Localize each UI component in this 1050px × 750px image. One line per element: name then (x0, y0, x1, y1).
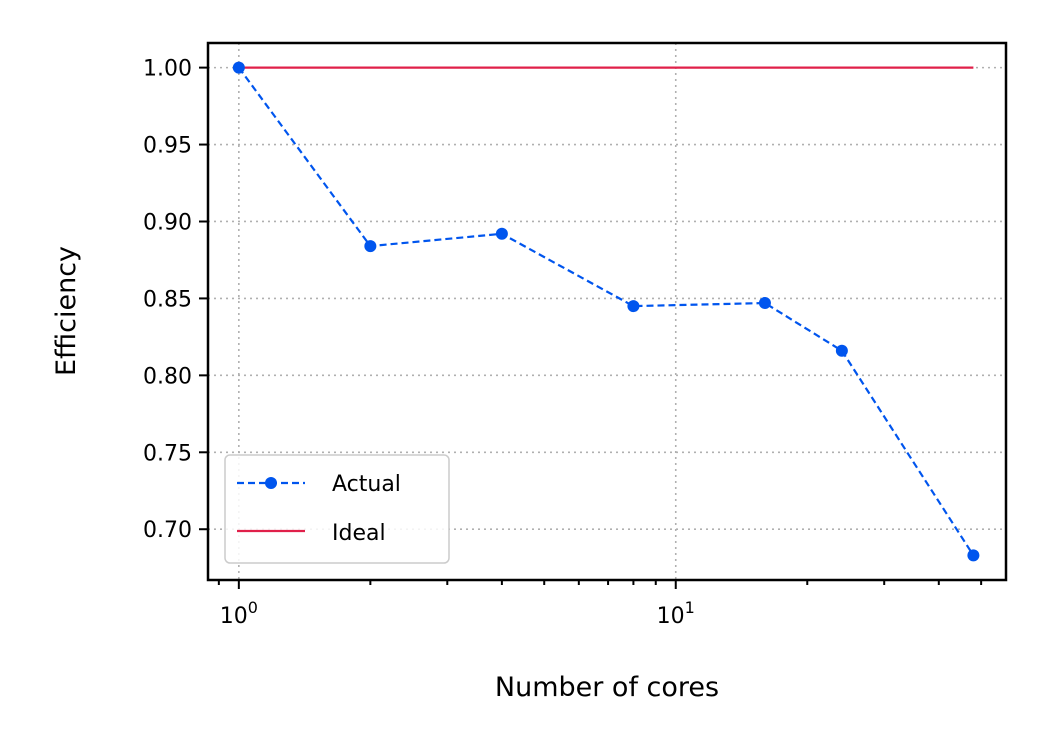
y-axis-label: Efficiency (51, 246, 82, 376)
plot-frame (206, 41, 1008, 582)
actual-point (232, 61, 245, 74)
y-tick-label: 0.80 (143, 364, 192, 389)
y-tick-label: 0.70 (143, 518, 192, 543)
x-axis-label: Number of cores (495, 672, 719, 703)
legend-ideal-label: Ideal (332, 521, 386, 546)
y-tick-label: 1.00 (143, 57, 192, 82)
axis-ticks: 1.00 0.95 0.90 0.85 0.80 0.75 0.70 100 101 (143, 57, 983, 629)
y-tick-label: 0.75 (143, 441, 192, 466)
actual-point (495, 227, 508, 240)
actual-point (758, 297, 771, 310)
x-tick-label: 100 (220, 598, 258, 629)
actual-point (967, 549, 980, 562)
y-tick-label: 0.95 (143, 134, 192, 159)
x-tick-label: 101 (657, 598, 695, 629)
legend: Actual Ideal (224, 454, 450, 564)
y-tick-label: 0.90 (143, 210, 192, 235)
actual-point (835, 344, 848, 357)
actual-point (627, 300, 640, 313)
actual-point (364, 240, 377, 253)
legend-actual-marker (265, 477, 277, 489)
legend-actual-label: Actual (332, 472, 401, 497)
series (232, 61, 980, 562)
y-tick-label: 0.85 (143, 287, 192, 312)
